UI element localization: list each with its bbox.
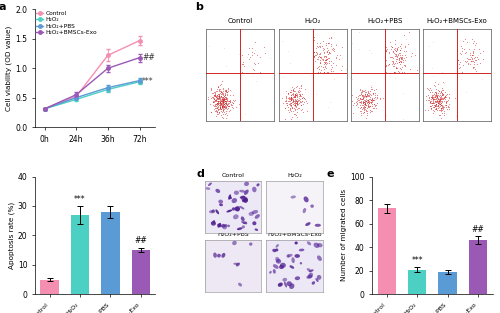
Bar — [40, 280, 58, 294]
Text: Control: Control — [222, 173, 244, 178]
Legend: Control, H₂O₂, H₂O₂+PBS, H₂O₂+BMSCs-Exo: Control, H₂O₂, H₂O₂+PBS, H₂O₂+BMSCs-Exo — [36, 11, 97, 35]
Text: H₂O₂+PBS: H₂O₂+PBS — [367, 18, 402, 23]
Text: H₂O₂+BMSCs-Exo: H₂O₂+BMSCs-Exo — [426, 18, 488, 23]
Text: b: b — [195, 2, 203, 12]
Text: e: e — [326, 169, 334, 179]
Text: ***: *** — [142, 77, 154, 86]
Y-axis label: Apoptosis rate (%): Apoptosis rate (%) — [8, 202, 15, 269]
Text: Control: Control — [228, 18, 253, 23]
Text: H₂O₂+BMSCs-Exo: H₂O₂+BMSCs-Exo — [267, 232, 322, 237]
Text: d: d — [196, 169, 204, 179]
Text: ##: ## — [134, 236, 147, 245]
Text: ##: ## — [142, 53, 155, 62]
Bar — [132, 250, 150, 294]
Text: ***: *** — [412, 256, 423, 265]
Bar — [378, 208, 396, 294]
Text: H₂O₂: H₂O₂ — [304, 18, 321, 23]
Y-axis label: Cell viability (OD value): Cell viability (OD value) — [6, 26, 12, 111]
Bar — [469, 240, 487, 294]
Bar — [438, 272, 456, 294]
Bar — [102, 212, 119, 294]
Text: H₂O₂+PBS: H₂O₂+PBS — [217, 232, 249, 237]
Text: a: a — [0, 2, 6, 12]
Text: H₂O₂: H₂O₂ — [287, 173, 302, 178]
Bar — [71, 215, 89, 294]
Bar — [408, 269, 426, 294]
Y-axis label: Number of migrated cells: Number of migrated cells — [341, 189, 347, 281]
Text: ##: ## — [472, 225, 484, 234]
Text: ***: *** — [74, 195, 86, 203]
